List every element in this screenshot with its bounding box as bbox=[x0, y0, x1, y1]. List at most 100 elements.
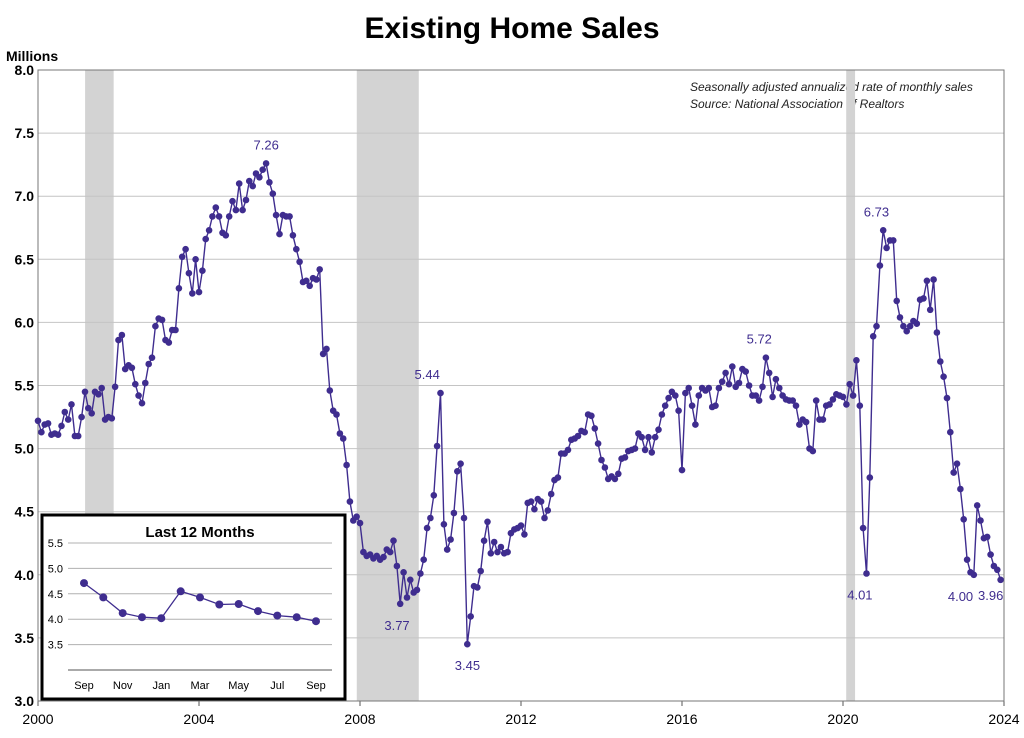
inset-x-tick-label: Mar bbox=[191, 680, 210, 692]
inset-y-tick-label: 3.5 bbox=[48, 640, 63, 652]
data-point bbox=[672, 392, 679, 399]
data-point bbox=[809, 447, 817, 455]
data-point bbox=[115, 336, 122, 344]
data-point bbox=[856, 402, 864, 410]
data-point bbox=[729, 363, 736, 370]
data-point bbox=[977, 517, 984, 524]
data-point bbox=[269, 190, 277, 197]
data-point bbox=[319, 350, 327, 358]
inset-data-point bbox=[157, 614, 166, 623]
data-point bbox=[296, 258, 303, 266]
data-point bbox=[531, 505, 538, 513]
inset-x-tick-label: Nov bbox=[113, 680, 133, 692]
data-label: 3.77 bbox=[384, 618, 409, 633]
data-point bbox=[776, 384, 783, 392]
y-tick-label: 6.5 bbox=[15, 251, 35, 267]
data-point bbox=[997, 576, 1004, 584]
data-label: 7.26 bbox=[254, 137, 279, 152]
data-point bbox=[594, 440, 602, 447]
data-point bbox=[547, 490, 555, 498]
data-point bbox=[853, 357, 860, 364]
data-point bbox=[661, 402, 669, 410]
data-point bbox=[796, 421, 803, 428]
data-point bbox=[61, 408, 69, 416]
data-point bbox=[430, 492, 438, 499]
inset-data-point bbox=[273, 611, 282, 620]
data-point bbox=[611, 475, 619, 483]
data-point bbox=[792, 402, 800, 410]
data-point bbox=[755, 397, 763, 404]
data-point bbox=[460, 514, 468, 522]
data-point bbox=[443, 546, 451, 553]
data-point bbox=[95, 391, 102, 398]
data-point bbox=[427, 514, 434, 522]
data-point bbox=[185, 269, 193, 277]
data-point bbox=[437, 389, 444, 397]
data-point bbox=[987, 551, 994, 558]
data-point bbox=[135, 392, 142, 399]
inset-data-point bbox=[292, 613, 301, 622]
data-point bbox=[289, 232, 297, 239]
data-point bbox=[715, 384, 723, 392]
data-point bbox=[752, 392, 760, 399]
data-point bbox=[215, 213, 223, 220]
data-point bbox=[983, 533, 991, 541]
data-point bbox=[142, 379, 149, 387]
data-point bbox=[235, 180, 243, 187]
data-point bbox=[903, 327, 910, 335]
data-point bbox=[44, 420, 52, 427]
data-point bbox=[396, 600, 404, 608]
data-point bbox=[655, 426, 662, 434]
data-point bbox=[957, 485, 964, 493]
data-point bbox=[645, 433, 652, 441]
data-point bbox=[621, 454, 629, 461]
x-tick-label: 2000 bbox=[22, 711, 53, 727]
data-point bbox=[64, 416, 72, 423]
data-point bbox=[212, 204, 220, 211]
data-point bbox=[685, 384, 692, 392]
x-tick-label: 2016 bbox=[666, 711, 697, 727]
data-point bbox=[128, 364, 136, 372]
data-point bbox=[494, 548, 501, 556]
data-point bbox=[722, 369, 729, 377]
data-point bbox=[900, 322, 907, 330]
data-label: 4.01 bbox=[847, 588, 872, 603]
data-point bbox=[407, 576, 414, 584]
data-point bbox=[866, 474, 874, 481]
data-point bbox=[78, 413, 85, 421]
inset-data-point bbox=[118, 609, 127, 618]
data-point bbox=[497, 543, 505, 551]
data-point bbox=[742, 368, 749, 375]
data-point bbox=[316, 266, 324, 273]
data-point bbox=[896, 314, 904, 321]
data-point bbox=[380, 553, 387, 561]
data-point bbox=[88, 410, 95, 417]
data-point bbox=[598, 456, 605, 464]
data-point bbox=[467, 613, 475, 620]
inset-x-tick-label: Sep bbox=[306, 680, 326, 692]
data-point bbox=[665, 394, 672, 402]
data-point bbox=[970, 571, 978, 579]
data-point bbox=[108, 415, 116, 422]
data-point bbox=[118, 331, 126, 339]
data-point bbox=[487, 550, 495, 557]
data-point bbox=[890, 237, 897, 244]
data-point bbox=[554, 474, 562, 481]
data-point bbox=[876, 262, 884, 269]
inset-x-tick-label: Jul bbox=[270, 680, 284, 692]
data-point bbox=[326, 387, 334, 394]
inset-data-point bbox=[215, 600, 224, 609]
data-point bbox=[306, 282, 314, 290]
data-point bbox=[81, 388, 89, 396]
data-point bbox=[229, 197, 236, 205]
data-point bbox=[393, 562, 401, 570]
inset-data-point bbox=[196, 593, 204, 602]
data-point bbox=[353, 513, 360, 520]
inset-data-point bbox=[312, 617, 320, 626]
inset-data-point bbox=[99, 593, 108, 602]
data-point bbox=[651, 433, 659, 441]
x-tick-label: 2008 bbox=[344, 711, 375, 727]
data-point bbox=[440, 521, 448, 528]
data-point bbox=[464, 640, 471, 648]
